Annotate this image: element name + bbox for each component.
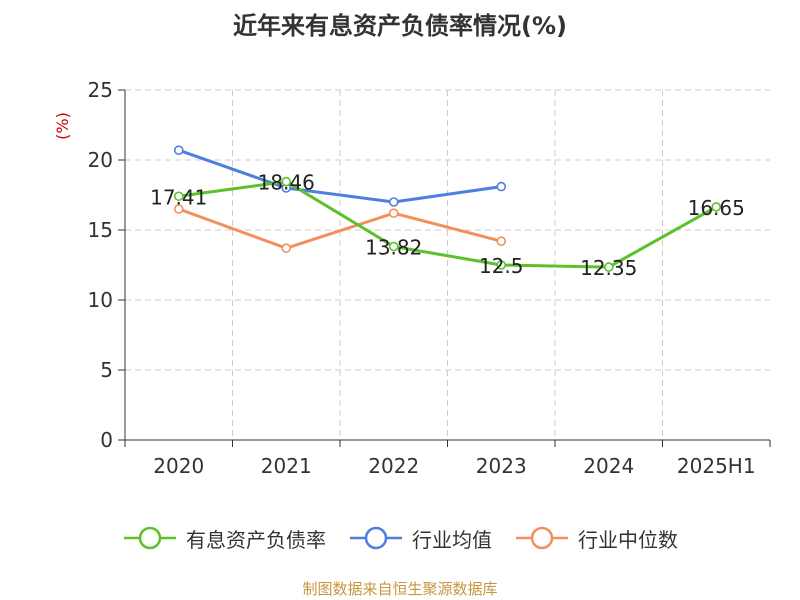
data-point[interactable] [496, 181, 507, 192]
legend-marker-icon [350, 526, 402, 550]
y-tick-label: 5 [100, 358, 113, 382]
data-point[interactable] [388, 208, 399, 218]
legend-item[interactable]: 行业中位数 [514, 524, 678, 553]
grid-lines [125, 89, 770, 440]
legend-label: 行业中位数 [578, 527, 678, 552]
data-point[interactable] [281, 176, 292, 187]
legend-label: 有息资产负债率 [186, 527, 326, 552]
data-point[interactable] [173, 204, 184, 214]
data-point[interactable] [173, 191, 184, 202]
data-labels: 17.41 18.46 13.82 12.5 12.35 16.65 [150, 171, 745, 281]
axes: 0 5 10 15 20 25 2020 2021 2022 2023 2024 2025H1 [88, 78, 771, 478]
x-tick-label: 2023 [476, 454, 527, 478]
data-point[interactable] [173, 145, 184, 155]
legend: 有息资产负债率 行业均值 行业中位数 [0, 520, 800, 556]
data-label: 13.82 [365, 236, 422, 260]
data-label: 12.35 [580, 256, 637, 280]
x-tick-label: 2021 [261, 454, 312, 478]
data-point[interactable] [603, 262, 614, 272]
y-tick-label: 10 [88, 288, 113, 312]
legend-marker-icon [516, 526, 568, 550]
data-point[interactable] [388, 197, 399, 207]
data-point[interactable] [281, 243, 292, 253]
x-tick-label: 2022 [368, 454, 419, 478]
data-point[interactable] [711, 202, 722, 212]
legend-marker-icon [124, 526, 176, 550]
x-tick-label: 2025H1 [677, 454, 756, 478]
legend-label: 行业均值 [412, 527, 492, 552]
data-point[interactable] [496, 236, 507, 246]
x-tick-label: 2024 [583, 454, 634, 478]
data-point[interactable] [388, 241, 399, 252]
data-source-note: 制图数据来自恒生聚源数据库 [302, 580, 498, 598]
series-line [178, 180, 717, 269]
legend-item[interactable]: 有息资产负债率 [122, 524, 326, 553]
y-axis-label: (%) [53, 112, 72, 140]
y-tick-label: 20 [88, 148, 113, 172]
y-tick-label: 25 [88, 78, 113, 102]
series-line [178, 148, 502, 204]
y-tick-label: 0 [100, 428, 113, 452]
data-label: 18.46 [258, 171, 315, 195]
chart-title: 近年来有息资产负债率情况(%) [233, 12, 567, 40]
data-label: 12.5 [479, 254, 524, 278]
x-tick-label: 2020 [153, 454, 204, 478]
series-line [178, 207, 502, 250]
data-label: 17.41 [150, 185, 207, 209]
series-lines [173, 145, 722, 272]
data-label: 16.65 [688, 196, 745, 220]
y-tick-label: 15 [88, 218, 113, 242]
legend-item[interactable]: 行业均值 [348, 524, 492, 553]
data-point[interactable] [496, 260, 507, 270]
